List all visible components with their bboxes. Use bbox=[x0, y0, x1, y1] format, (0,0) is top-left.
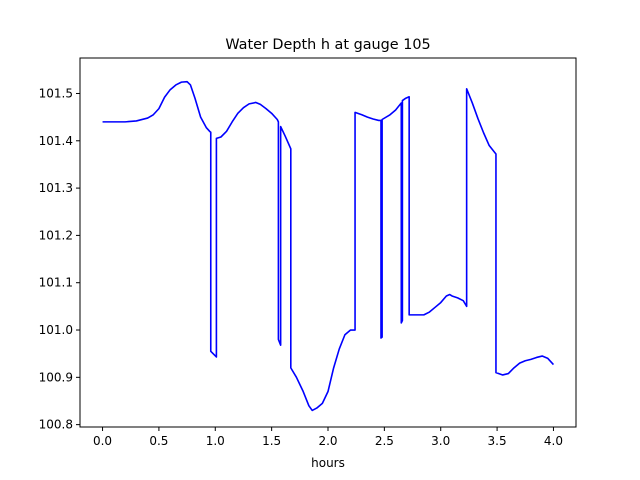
y-tick-label: 101.1 bbox=[39, 276, 73, 290]
x-axis: 0.0 0.5 1.0 1.5 2.0 2.5 3.0 3.5 4.0 bbox=[93, 427, 563, 448]
x-tick-label: 1.0 bbox=[206, 434, 225, 448]
y-tick-label: 100.9 bbox=[39, 370, 73, 384]
series-line-0 bbox=[102, 80, 555, 412]
y-tick-label: 101.4 bbox=[39, 134, 73, 148]
x-tick-label: 0.0 bbox=[93, 434, 112, 448]
y-tick-label: 101.2 bbox=[39, 228, 73, 242]
x-axis-label: hours bbox=[311, 456, 345, 470]
x-tick-label: 0.5 bbox=[149, 434, 168, 448]
x-tick-label: 3.0 bbox=[431, 434, 450, 448]
x-tick-label: 4.0 bbox=[544, 434, 563, 448]
y-tick-label: 101.0 bbox=[39, 323, 73, 337]
y-tick-label: 100.8 bbox=[39, 418, 73, 432]
y-axis: 100.8 100.9 101.0 101.1 101.2 101.3 101.4 101.5 bbox=[39, 86, 80, 432]
x-tick-label: 3.5 bbox=[488, 434, 507, 448]
x-tick-label: 2.0 bbox=[318, 434, 337, 448]
x-tick-label: 1.5 bbox=[262, 434, 281, 448]
y-tick-label: 101.5 bbox=[39, 86, 73, 100]
series-layer bbox=[102, 80, 555, 412]
y-tick-label: 101.3 bbox=[39, 181, 73, 195]
chart-title: Water Depth h at gauge 105 bbox=[225, 37, 430, 53]
x-tick-label: 2.5 bbox=[375, 434, 394, 448]
